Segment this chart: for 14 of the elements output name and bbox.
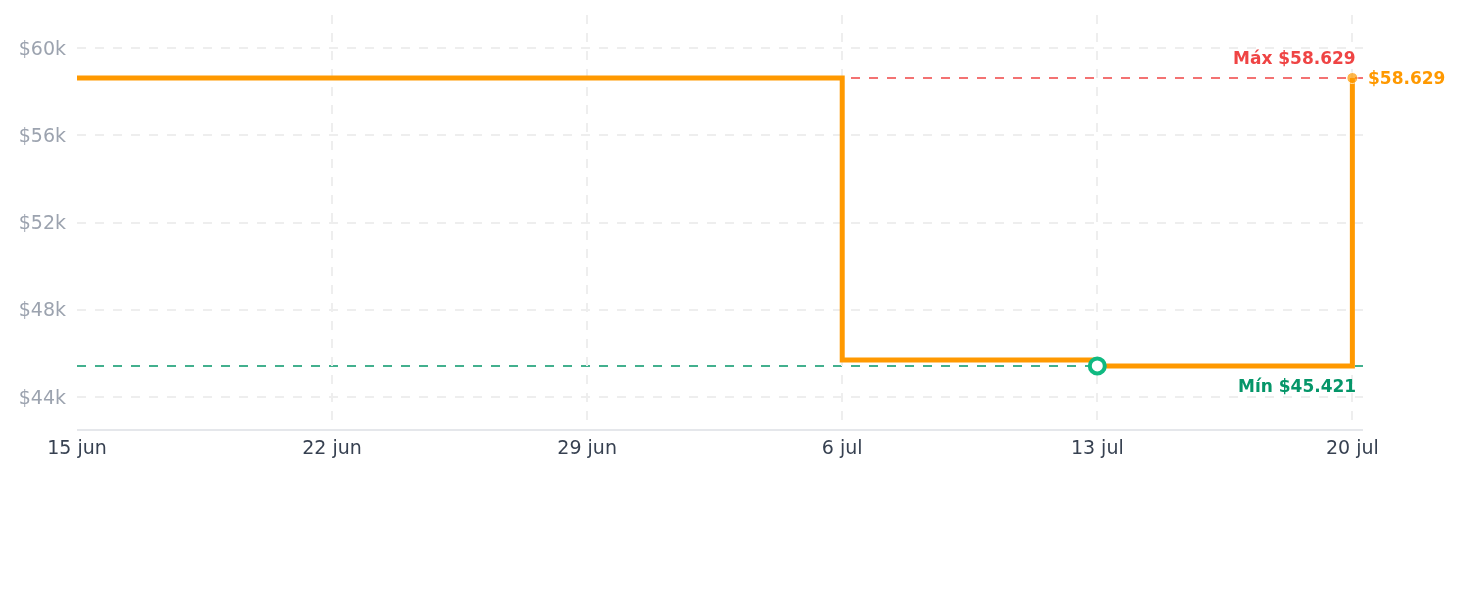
x-tick-label: 20 jul [1325, 435, 1379, 458]
y-tick-label: $56k [18, 123, 66, 146]
x-tick-label: 29 jun [557, 435, 617, 458]
x-tick-label: 22 jun [302, 435, 362, 458]
y-tick-label: $60k [18, 36, 66, 59]
data-label: $58.629 [1368, 68, 1446, 88]
ref-line-label: Máx $58.629 [1233, 48, 1356, 68]
y-tick-label: $44k [18, 385, 66, 408]
x-tick-label: 13 jul [1070, 435, 1124, 458]
y-tick-label: $48k [18, 298, 66, 321]
x-tick-label: 6 jul [821, 435, 863, 458]
ref-line-label: Mín $45.421 [1238, 376, 1357, 396]
x-tick-label: 15 jun [47, 435, 107, 458]
y-tick-label: $52k [18, 211, 66, 234]
